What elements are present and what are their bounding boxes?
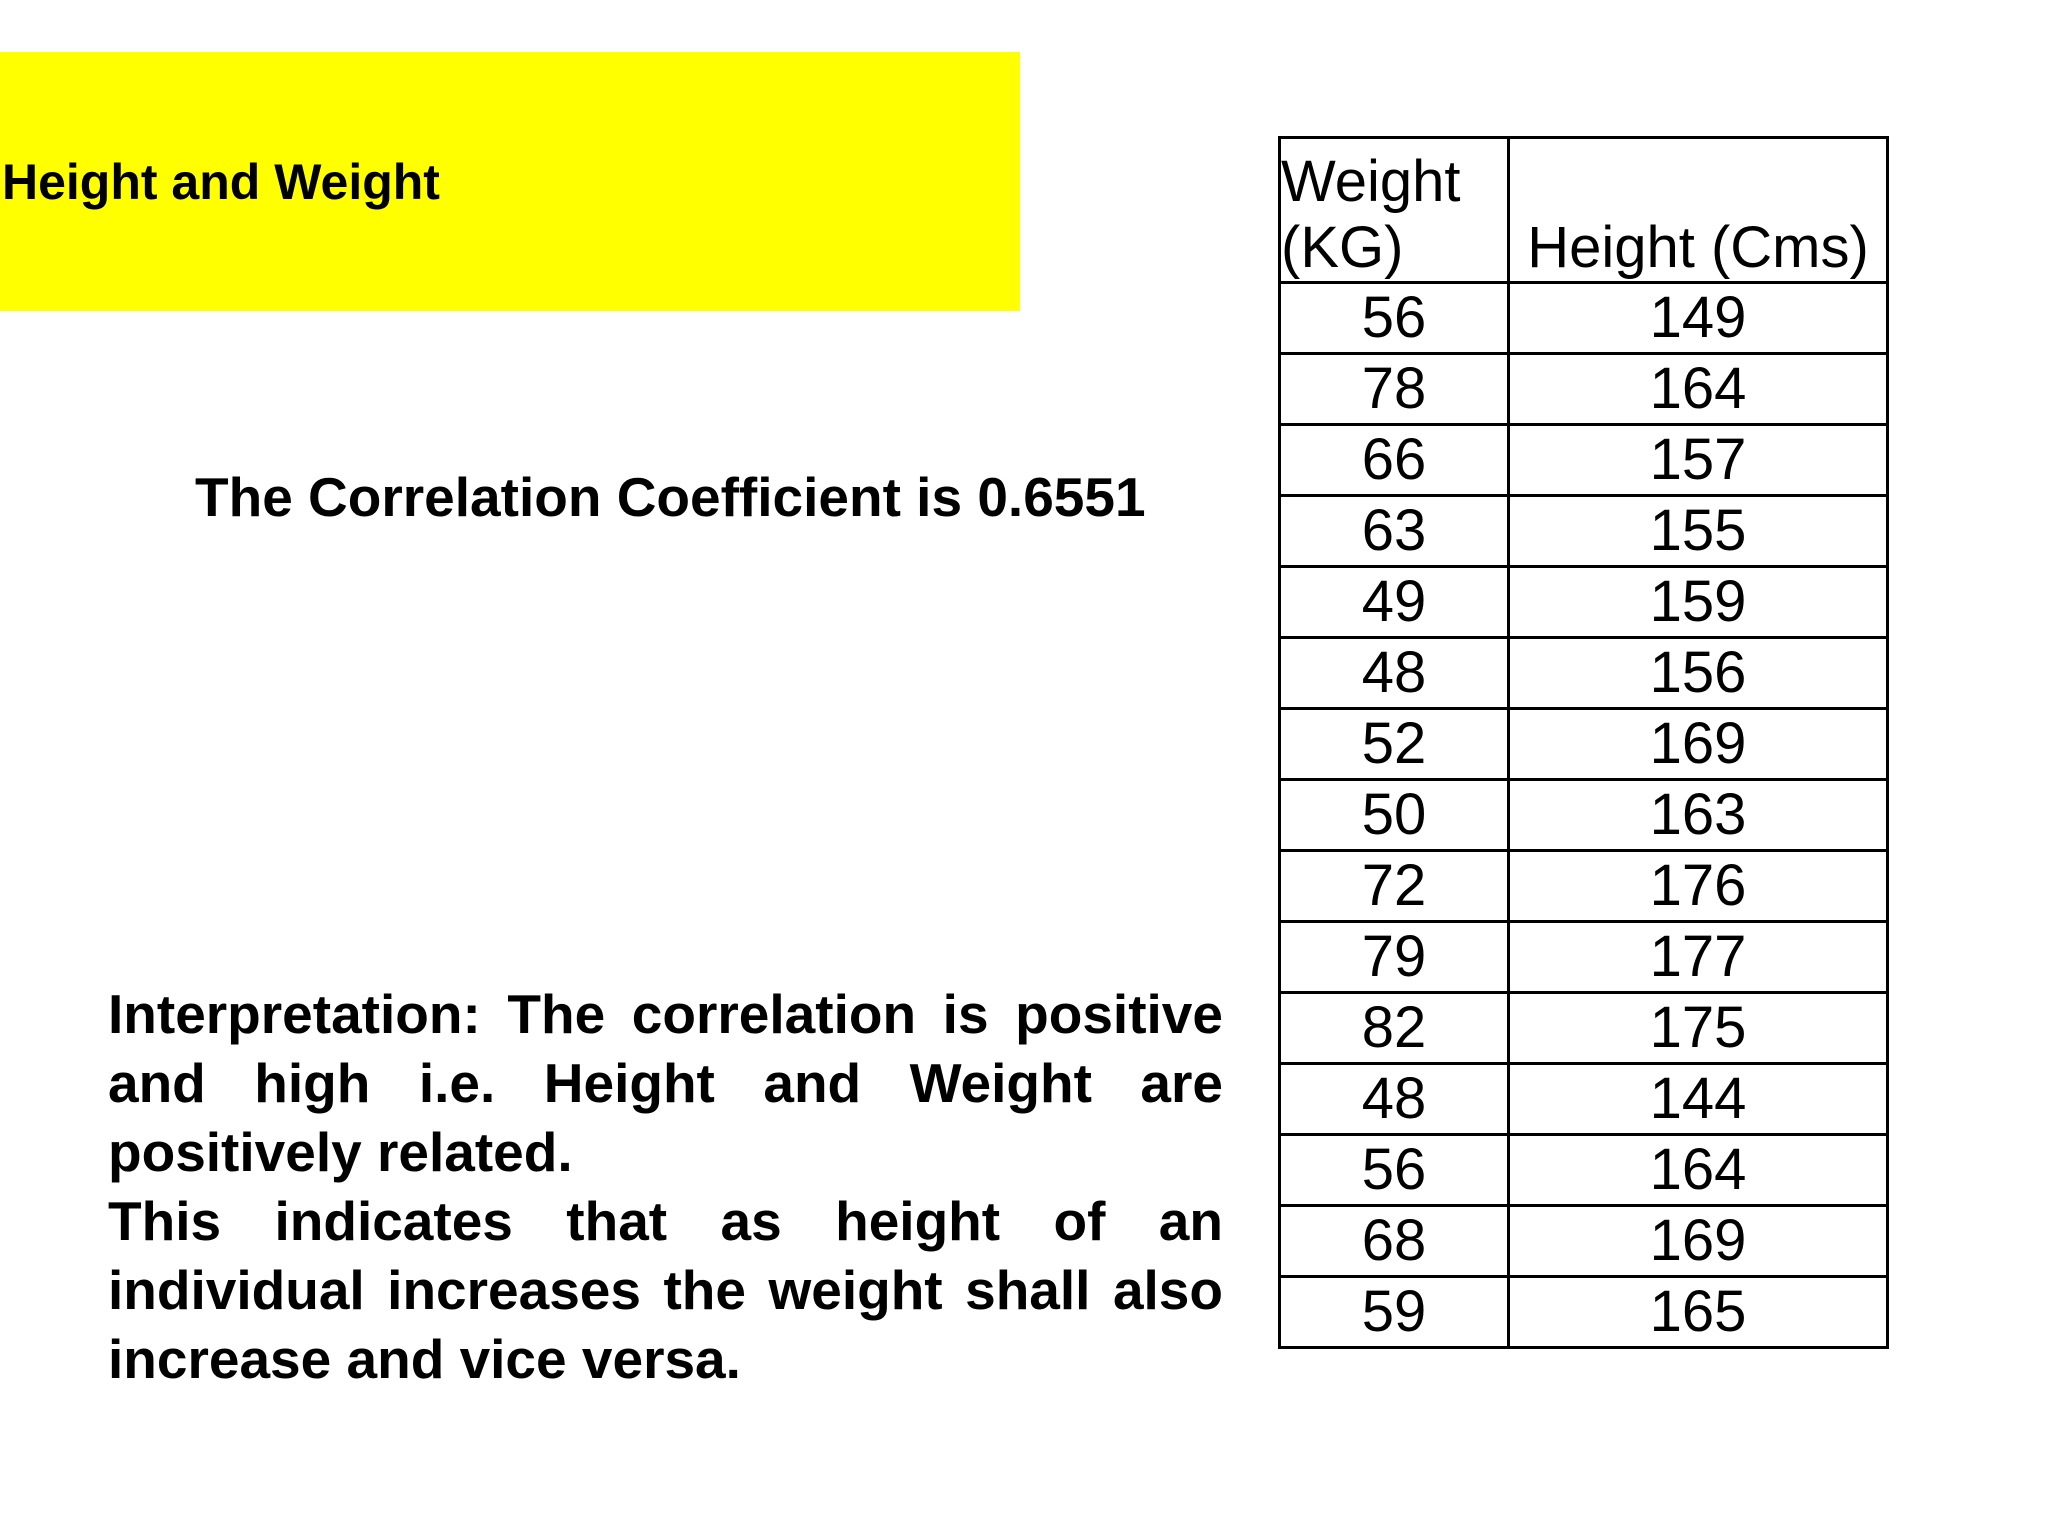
height-cell: 169 [1507, 1204, 1889, 1278]
weight-cell: 72 [1278, 849, 1510, 923]
weight-cell: 49 [1278, 565, 1510, 639]
height-cell: 176 [1507, 849, 1889, 923]
weight-cell: 63 [1278, 494, 1510, 568]
weight-cell: 56 [1278, 1133, 1510, 1207]
table-row: 56 164 [1278, 1133, 1889, 1207]
height-cell: 157 [1507, 423, 1889, 497]
height-cell: 164 [1507, 1133, 1889, 1207]
weight-cell: 56 [1278, 281, 1510, 355]
height-column-header: Height (Cms) [1507, 136, 1889, 284]
table-row: 52 169 [1278, 707, 1889, 781]
height-cell: 156 [1507, 636, 1889, 710]
table-row: 68 169 [1278, 1204, 1889, 1278]
weight-cell: 50 [1278, 778, 1510, 852]
height-weight-table: Weight (KG) Height (Cms) 56 149 78 164 66 157… [1278, 136, 1889, 1349]
weight-cell: 52 [1278, 707, 1510, 781]
table-row: 49 159 [1278, 565, 1889, 639]
weight-cell: 68 [1278, 1204, 1510, 1278]
interpretation-text: Interpretation: The correlation is posit… [108, 980, 1223, 1394]
table-body: 56 149 78 164 66 157 63 155 49 159 48 156 52 169 50 163… [1278, 281, 1889, 1349]
table-row: 63 155 [1278, 494, 1889, 568]
height-cell: 163 [1507, 778, 1889, 852]
height-cell: 149 [1507, 281, 1889, 355]
table-row: 79 177 [1278, 920, 1889, 994]
table-row: 48 144 [1278, 1062, 1889, 1136]
interpretation-paragraph: This indicates that as height of an indi… [108, 1190, 1223, 1390]
table-row: 59 165 [1278, 1275, 1889, 1349]
weight-cell: 48 [1278, 636, 1510, 710]
height-cell: 144 [1507, 1062, 1889, 1136]
table-row: 48 156 [1278, 636, 1889, 710]
height-cell: 165 [1507, 1275, 1889, 1349]
weight-cell: 66 [1278, 423, 1510, 497]
slide-title: Height and Weight [2, 154, 440, 210]
table-row: 50 163 [1278, 778, 1889, 852]
weight-cell: 48 [1278, 1062, 1510, 1136]
table-row: 72 176 [1278, 849, 1889, 923]
height-cell: 164 [1507, 352, 1889, 426]
height-cell: 177 [1507, 920, 1889, 994]
table-row: 82 175 [1278, 991, 1889, 1065]
correlation-coefficient-statement: The Correlation Coefficient is 0.6551 [195, 466, 1146, 528]
table-row: 78 164 [1278, 352, 1889, 426]
weight-column-header: Weight (KG) [1278, 136, 1510, 284]
height-cell: 169 [1507, 707, 1889, 781]
interpretation-paragraph: Interpretation: The correlation is posit… [108, 983, 1223, 1183]
height-cell: 175 [1507, 991, 1889, 1065]
weight-cell: 79 [1278, 920, 1510, 994]
table-header-row: Weight (KG) Height (Cms) [1278, 136, 1889, 284]
table-row: 56 149 [1278, 281, 1889, 355]
table-row: 66 157 [1278, 423, 1889, 497]
weight-cell: 78 [1278, 352, 1510, 426]
height-cell: 155 [1507, 494, 1889, 568]
weight-cell: 82 [1278, 991, 1510, 1065]
weight-cell: 59 [1278, 1275, 1510, 1349]
title-banner [0, 52, 1020, 311]
height-cell: 159 [1507, 565, 1889, 639]
